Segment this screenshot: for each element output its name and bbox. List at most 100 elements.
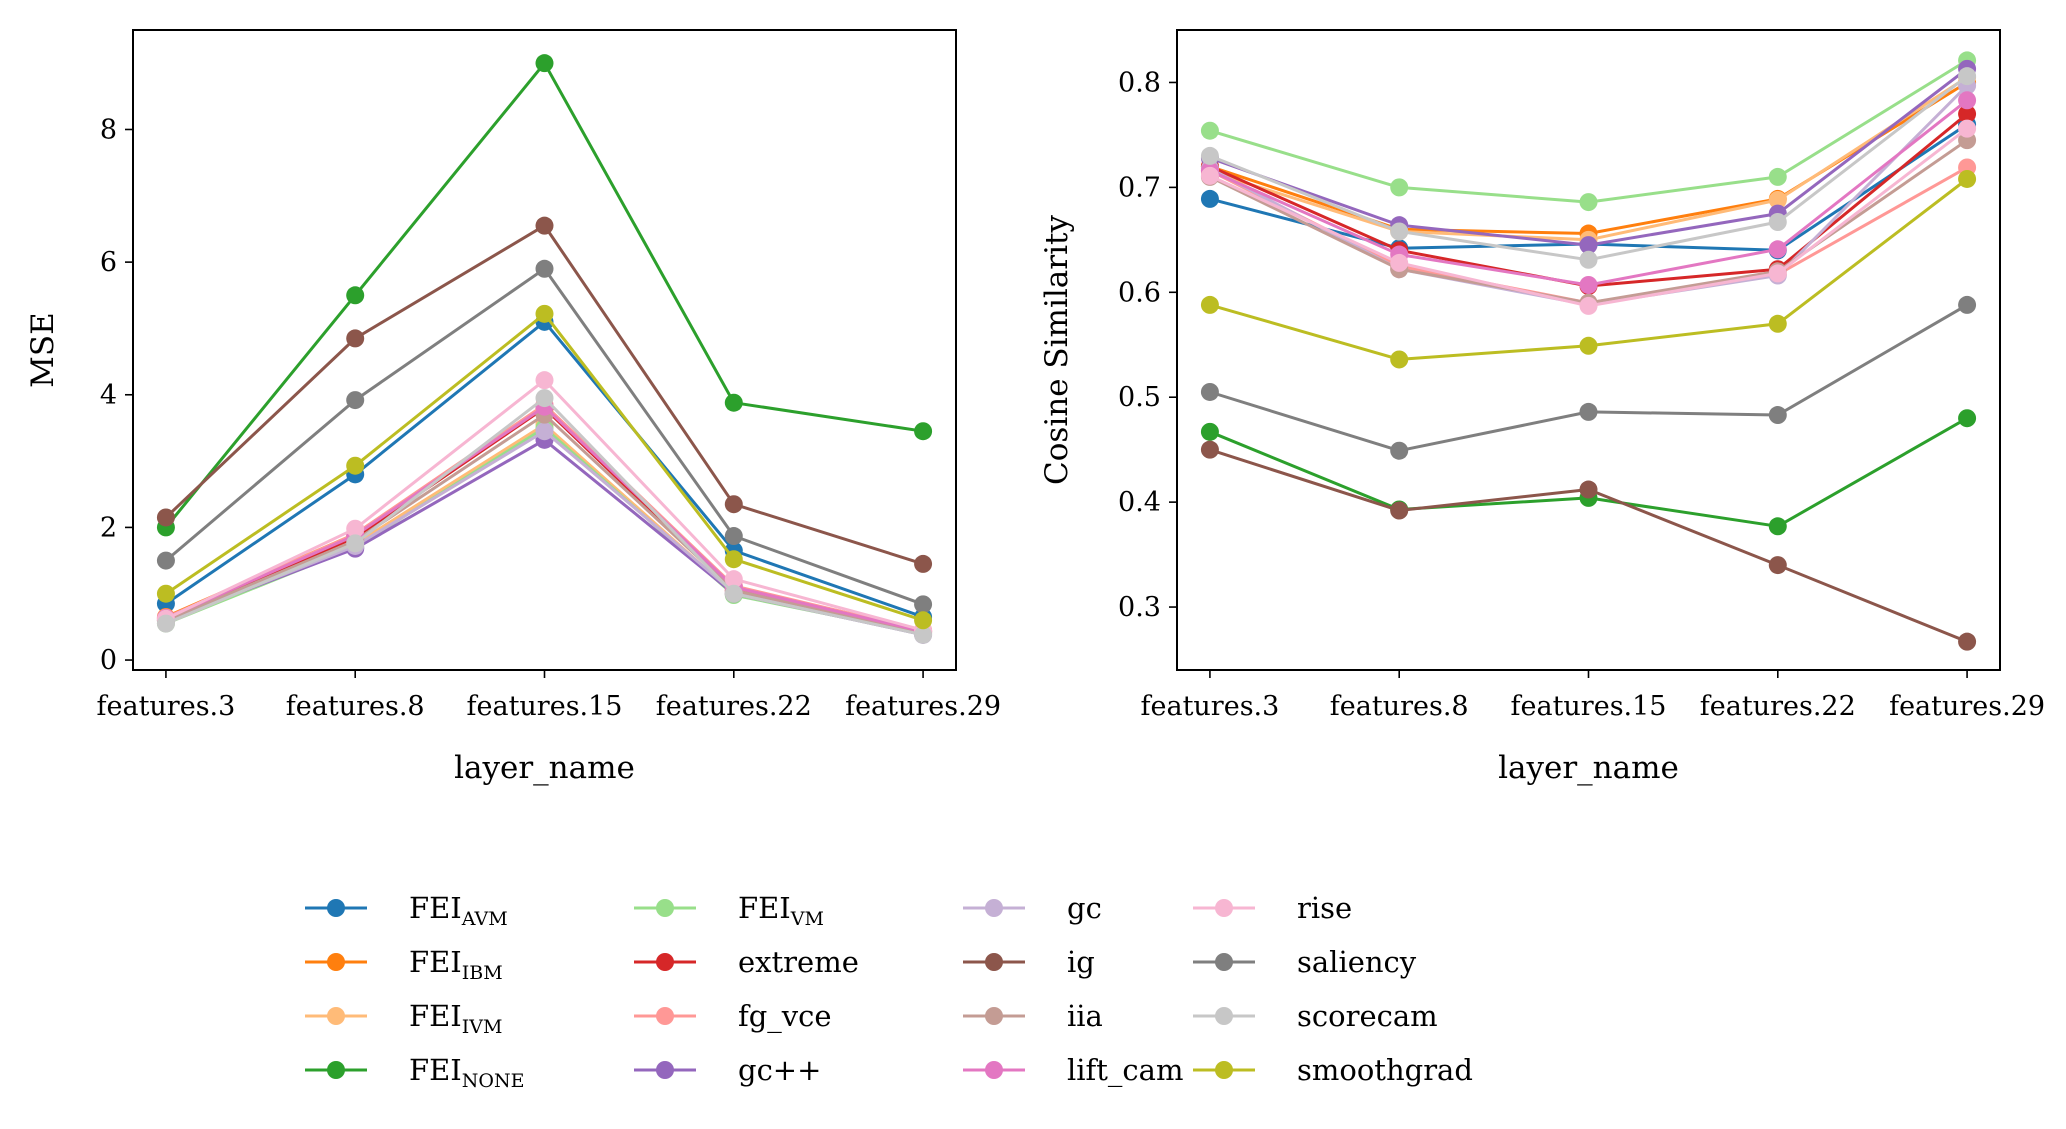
legend-marker xyxy=(327,899,345,917)
cos-data-point xyxy=(1200,146,1219,165)
cos-data-point xyxy=(1579,193,1598,212)
legend-label-base: gc++ xyxy=(738,1053,821,1087)
legend-label: iia xyxy=(1067,999,1103,1033)
legend-item-FEI_AVM: FEIAVM xyxy=(305,891,508,930)
cos-series-scorecam xyxy=(1200,67,1977,269)
cos-data-point xyxy=(1579,275,1598,294)
legend-label: rise xyxy=(1297,891,1352,925)
legend-marker xyxy=(1215,953,1233,971)
legend-item-smoothgrad: smoothgrad xyxy=(1193,1053,1473,1087)
legend-marker xyxy=(985,1007,1003,1025)
legend-label-base: ig xyxy=(1067,945,1095,979)
mse-axes-frame xyxy=(132,29,957,671)
mse-data-point xyxy=(914,595,933,614)
legend-marker xyxy=(1215,899,1233,917)
mse-data-point xyxy=(724,495,743,514)
mse-data-point xyxy=(156,614,175,633)
mse-data-point xyxy=(914,422,933,441)
mse-y-tick-label: 2 xyxy=(100,512,117,543)
cosine-chart-panel: features.3 features.8 features.15 features.… xyxy=(1039,29,2045,786)
cos-y-tick-label: 0.8 xyxy=(1118,67,1161,98)
cos-data-point xyxy=(1768,167,1787,186)
legend-label-base: FEI xyxy=(409,999,462,1033)
legend-label-base: rise xyxy=(1297,891,1352,925)
legend-label: saliency xyxy=(1297,945,1417,979)
legend-label-base: fg_vce xyxy=(738,999,832,1034)
legend-marker xyxy=(656,1061,674,1079)
legend-item-gc: gc xyxy=(963,891,1102,925)
legend-label: extreme xyxy=(738,945,859,979)
mse-data-point xyxy=(346,534,365,553)
mse-y-tick-label: 8 xyxy=(100,114,117,145)
cos-series-FEI_VM xyxy=(1200,51,1977,212)
mse-x-tick-label: features.3 xyxy=(97,691,236,722)
legend-label: gc++ xyxy=(738,1053,821,1087)
mse-y-tick-label: 6 xyxy=(100,247,117,278)
mse-x-tick-label: features.29 xyxy=(845,691,1001,722)
cos-data-point xyxy=(1390,178,1409,197)
mse-x-tick-label: features.15 xyxy=(467,691,623,722)
cos-data-point xyxy=(1200,189,1219,208)
cos-data-point xyxy=(1579,402,1598,421)
mse-data-point xyxy=(724,393,743,412)
cos-data-point xyxy=(1390,253,1409,272)
cos-data-point xyxy=(1768,517,1787,536)
legend-marker xyxy=(327,953,345,971)
cos-data-point xyxy=(1958,169,1977,188)
mse-data-point xyxy=(724,584,743,603)
legend-item-FEI_IVM: FEIIVM xyxy=(305,999,502,1038)
cos-data-point xyxy=(1579,236,1598,255)
cos-data-point xyxy=(1958,119,1977,138)
legend-item-extreme: extreme xyxy=(634,945,859,979)
mse-series-ig xyxy=(156,216,933,573)
cos-data-point xyxy=(1958,67,1977,86)
mse-data-point xyxy=(156,508,175,527)
cos-axes-frame xyxy=(1176,29,2001,671)
legend-marker xyxy=(656,953,674,971)
legend-item-iia: iia xyxy=(963,999,1103,1033)
legend-label: FEIIVM xyxy=(409,999,502,1038)
cos-y-tick-label: 0.4 xyxy=(1118,487,1161,518)
legend-label-subscript: AVM xyxy=(461,908,508,930)
cos-data-point xyxy=(1768,264,1787,283)
cos-data-point xyxy=(1200,295,1219,314)
cos-data-point xyxy=(1200,422,1219,441)
legend-item-ig: ig xyxy=(963,945,1095,979)
legend-label-subscript: VM xyxy=(790,908,824,930)
legend-label: FEIAVM xyxy=(409,891,508,930)
mse-data-point xyxy=(724,570,743,589)
mse-data-point xyxy=(346,519,365,538)
legend-label: gc xyxy=(1067,891,1102,925)
cos-data-point xyxy=(1390,441,1409,460)
cos-data-point xyxy=(1579,336,1598,355)
mse-data-point xyxy=(724,550,743,569)
legend-marker xyxy=(1215,1061,1233,1079)
legend-label-base: smoothgrad xyxy=(1297,1053,1473,1087)
mse-x-tick-label: features.22 xyxy=(656,691,812,722)
mse-data-point xyxy=(535,54,554,73)
legend-item-rise: rise xyxy=(1193,891,1352,925)
cos-y-tick-label: 0.6 xyxy=(1118,277,1161,308)
cos-data-point xyxy=(1958,91,1977,110)
mse-chart-panel: features.3 features.8 features.15 features.… xyxy=(25,29,1001,786)
mse-data-point xyxy=(724,527,743,546)
legend-marker xyxy=(1215,1007,1233,1025)
legend-label-base: iia xyxy=(1067,999,1103,1033)
cos-data-point xyxy=(1390,501,1409,520)
legend-label-base: extreme xyxy=(738,945,859,979)
cos-x-tick-label: features.29 xyxy=(1889,691,2045,722)
mse-data-point xyxy=(535,371,554,390)
cos-x-tick-label: features.3 xyxy=(1141,691,1280,722)
legend-item-scorecam: scorecam xyxy=(1193,999,1438,1033)
legend-label-subscript: IVM xyxy=(462,1016,503,1038)
legend-marker xyxy=(327,1007,345,1025)
legend-item-fg_vce: fg_vce xyxy=(634,999,832,1034)
cos-data-point xyxy=(1200,121,1219,140)
cos-series-saliency xyxy=(1200,295,1977,460)
legend-item-saliency: saliency xyxy=(1193,945,1417,979)
legend-marker xyxy=(327,1061,345,1079)
legend-label-subscript: NONE xyxy=(462,1070,525,1092)
legend-label: fg_vce xyxy=(738,999,832,1034)
cos-y-tick-label: 0.5 xyxy=(1118,382,1161,413)
legend-label-base: FEI xyxy=(409,891,462,925)
